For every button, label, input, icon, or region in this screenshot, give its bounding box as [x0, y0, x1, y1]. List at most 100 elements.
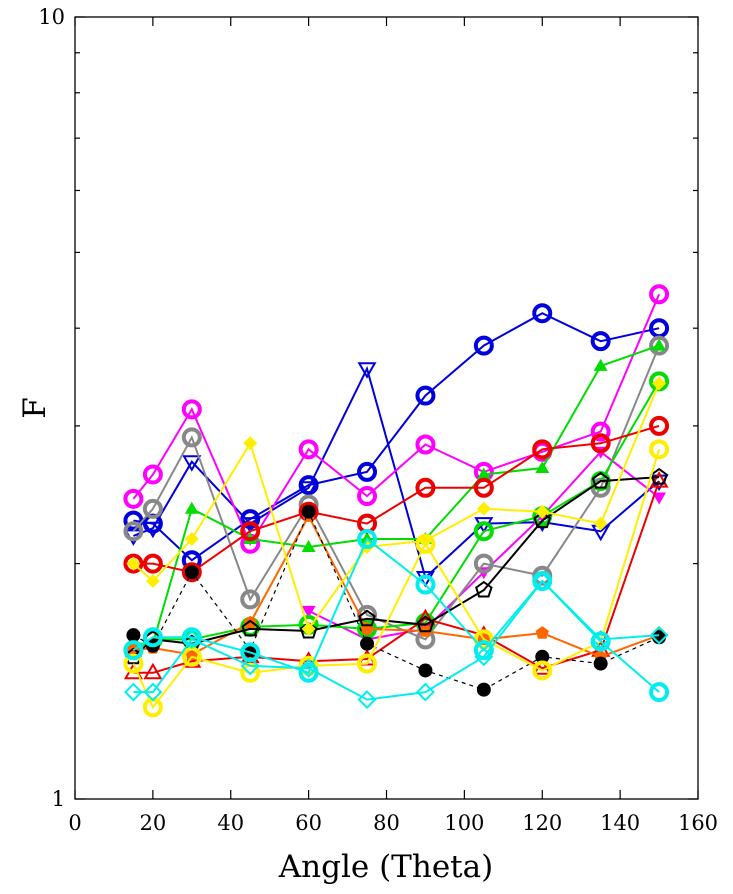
data-point	[123, 521, 144, 542]
y-tick-label: 1	[52, 787, 65, 811]
data-point	[532, 571, 552, 591]
data-point	[301, 540, 316, 552]
data-point	[590, 631, 611, 652]
data-point	[649, 471, 669, 488]
data-point	[649, 474, 669, 492]
data-point	[301, 605, 316, 618]
data-point	[184, 565, 199, 580]
series-14	[123, 529, 670, 703]
data-point	[533, 511, 552, 529]
data-point	[357, 461, 378, 482]
series-line	[133, 480, 661, 674]
data-point	[240, 521, 261, 542]
data-point	[181, 399, 202, 420]
data-point	[418, 663, 433, 678]
data-point	[535, 461, 550, 473]
data-point	[142, 464, 163, 485]
data-point	[241, 619, 259, 637]
data-point	[123, 488, 144, 509]
data-point	[415, 574, 436, 595]
data-point	[476, 501, 491, 516]
data-point	[299, 621, 318, 639]
series-7	[123, 415, 670, 583]
data-point	[181, 627, 202, 648]
series-line	[132, 380, 660, 652]
data-point	[590, 331, 611, 352]
data-point	[652, 338, 666, 351]
data-point	[299, 481, 319, 498]
data-point	[298, 475, 319, 496]
x-tick-label: 140	[600, 811, 640, 835]
data-point	[123, 682, 143, 702]
data-point	[126, 628, 141, 643]
series-line	[133, 424, 660, 574]
data-point	[301, 621, 316, 636]
data-point	[142, 627, 163, 648]
data-point	[240, 656, 260, 676]
x-tick-label: 0	[68, 811, 81, 835]
data-point	[360, 636, 375, 651]
series-line	[132, 345, 661, 641]
data-point	[143, 521, 163, 539]
axis-ticks	[74, 16, 699, 800]
data-point	[535, 626, 549, 639]
series-line	[132, 476, 660, 658]
x-tick-label: 40	[217, 811, 244, 835]
data-point	[532, 658, 552, 675]
data-point	[473, 335, 494, 356]
data-point	[357, 362, 377, 379]
data-point	[298, 439, 319, 460]
data-point	[591, 471, 610, 489]
data-point	[415, 682, 435, 702]
data-point	[593, 516, 608, 531]
data-point	[243, 436, 258, 451]
data-point	[240, 642, 261, 663]
x-tick-label: 80	[373, 811, 400, 835]
data-point	[415, 477, 436, 498]
data-point	[184, 501, 199, 514]
data-point	[476, 467, 491, 480]
data-point	[650, 467, 668, 485]
data-point	[123, 653, 144, 674]
data-point	[649, 439, 670, 460]
data-point	[182, 629, 202, 649]
data-point	[184, 532, 199, 546]
data-point	[593, 358, 608, 371]
data-point	[649, 284, 670, 305]
data-point	[415, 434, 436, 455]
data-point	[593, 656, 608, 671]
data-point	[240, 589, 261, 610]
data-point	[418, 533, 433, 548]
plot-frame	[74, 16, 699, 800]
x-tick-label: 20	[140, 811, 167, 835]
data-point	[474, 647, 494, 667]
series-line	[132, 449, 661, 710]
data-point	[181, 562, 202, 583]
y-axis-title: F	[17, 397, 53, 419]
data-point	[142, 498, 163, 519]
series-line	[132, 293, 661, 546]
data-point	[181, 427, 202, 448]
series-line	[133, 365, 660, 580]
x-axis-title: Angle (Theta)	[278, 849, 493, 885]
data-point	[358, 609, 376, 627]
series-12	[123, 439, 670, 718]
data-point	[532, 660, 553, 681]
data-point	[649, 335, 670, 356]
data-point	[473, 553, 494, 574]
data-point	[473, 477, 494, 498]
data-point	[590, 421, 611, 442]
data-point	[357, 690, 377, 710]
data-point	[142, 553, 163, 574]
data-point	[126, 556, 141, 571]
x-tick-label: 120	[522, 811, 562, 835]
data-point	[652, 492, 666, 505]
series-15	[123, 571, 669, 710]
data-point	[532, 439, 553, 460]
data-point	[473, 521, 494, 542]
series-line	[133, 312, 660, 562]
series-layer	[123, 284, 670, 718]
data-point	[476, 682, 491, 697]
data-point	[590, 433, 611, 454]
